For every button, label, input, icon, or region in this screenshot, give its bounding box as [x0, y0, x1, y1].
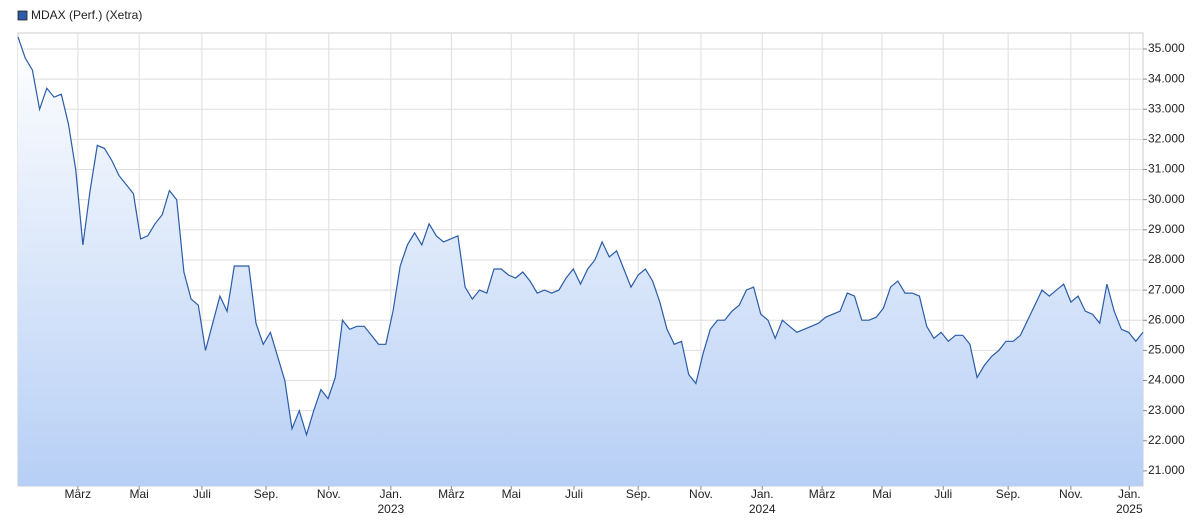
- legend-swatch: [17, 10, 28, 21]
- y-tick-label: 33.000: [1148, 101, 1185, 115]
- y-tick-label: 31.000: [1148, 162, 1185, 176]
- y-tick-label: 27.000: [1148, 282, 1185, 296]
- x-tick-label: Jan.: [751, 487, 774, 501]
- x-tick-label: März: [438, 487, 465, 501]
- x-tick-label: Mai: [502, 487, 521, 501]
- year-label: 2025: [1116, 502, 1143, 516]
- y-tick-label: 26.000: [1148, 312, 1185, 326]
- x-tick-label: Jan.: [379, 487, 402, 501]
- y-tick-label: 23.000: [1148, 403, 1185, 417]
- x-tick-label: März: [65, 487, 92, 501]
- y-tick-label: 34.000: [1148, 71, 1185, 85]
- x-tick-label: Jan.: [1118, 487, 1141, 501]
- price-line: [17, 36, 1144, 437]
- x-tick-label: Sep.: [254, 487, 279, 501]
- x-tick-label: Nov.: [689, 487, 713, 501]
- x-tick-label: Sep.: [996, 487, 1021, 501]
- y-tick-label: 30.000: [1148, 192, 1185, 206]
- x-tick-label: Juli: [565, 487, 583, 501]
- x-tick-label: Nov.: [317, 487, 341, 501]
- y-tick-label: 22.000: [1148, 433, 1185, 447]
- year-label: 2023: [377, 502, 404, 516]
- x-tick-label: März: [809, 487, 836, 501]
- area-fill: [18, 36, 1143, 487]
- x-tick-label: Mai: [129, 487, 148, 501]
- x-tick-label: Juli: [934, 487, 952, 501]
- y-tick-label: 21.000: [1148, 463, 1185, 477]
- y-tick-label: 28.000: [1148, 252, 1185, 266]
- x-tick-label: Nov.: [1059, 487, 1083, 501]
- x-tick-label: Juli: [193, 487, 211, 501]
- year-label: 2024: [749, 502, 776, 516]
- y-tick-label: 24.000: [1148, 373, 1185, 387]
- x-tick-label: Sep.: [626, 487, 651, 501]
- legend-label: MDAX (Perf.) (Xetra): [31, 8, 142, 22]
- y-tick-label: 29.000: [1148, 222, 1185, 236]
- y-tick-label: 35.000: [1148, 41, 1185, 55]
- y-tick-label: 32.000: [1148, 132, 1185, 146]
- y-tick-label: 25.000: [1148, 343, 1185, 357]
- x-tick-label: Mai: [872, 487, 891, 501]
